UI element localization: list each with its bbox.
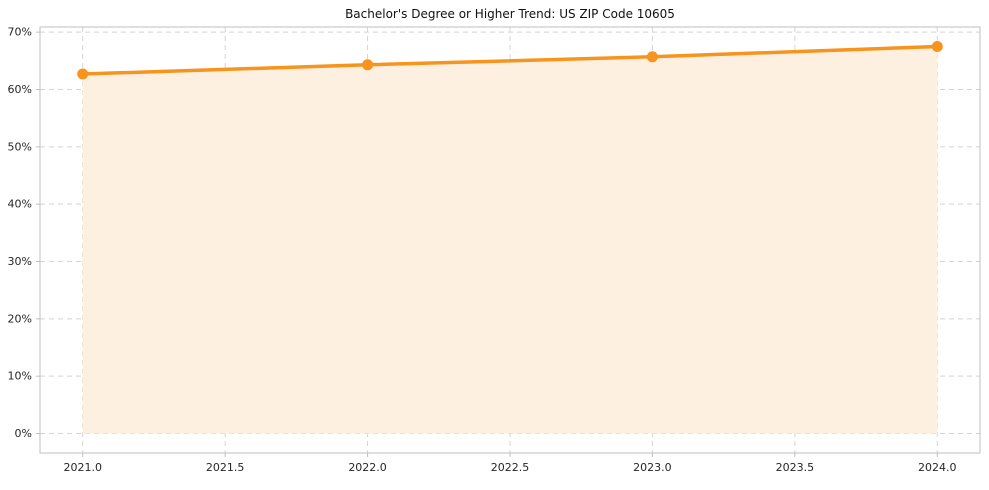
x-tick-label: 2021.5 <box>206 461 245 474</box>
y-tick-label: 40% <box>8 198 32 211</box>
y-tick-label: 30% <box>8 255 32 268</box>
data-point-marker <box>646 51 658 63</box>
y-tick-label: 70% <box>8 26 32 39</box>
y-tick-label: 10% <box>8 370 32 383</box>
x-tick-label: 2023.0 <box>633 461 672 474</box>
data-point-marker <box>362 59 374 71</box>
y-tick-label: 50% <box>8 140 32 153</box>
x-tick-label: 2021.0 <box>63 461 102 474</box>
y-tick-label: 0% <box>15 427 32 440</box>
y-tick-label: 60% <box>8 83 32 96</box>
y-tick-label: 20% <box>8 312 32 325</box>
x-tick-label: 2022.0 <box>348 461 387 474</box>
trend-line <box>80 44 940 76</box>
x-tick-label: 2022.5 <box>491 461 530 474</box>
x-tick-label: 2024.0 <box>918 461 957 474</box>
x-tick-label: 2023.5 <box>776 461 815 474</box>
data-point-marker <box>77 68 89 80</box>
data-point-marker <box>931 41 943 52</box>
chart-title: Bachelor's Degree or Higher Trend: US ZI… <box>345 7 675 21</box>
area-fill <box>82 46 938 434</box>
